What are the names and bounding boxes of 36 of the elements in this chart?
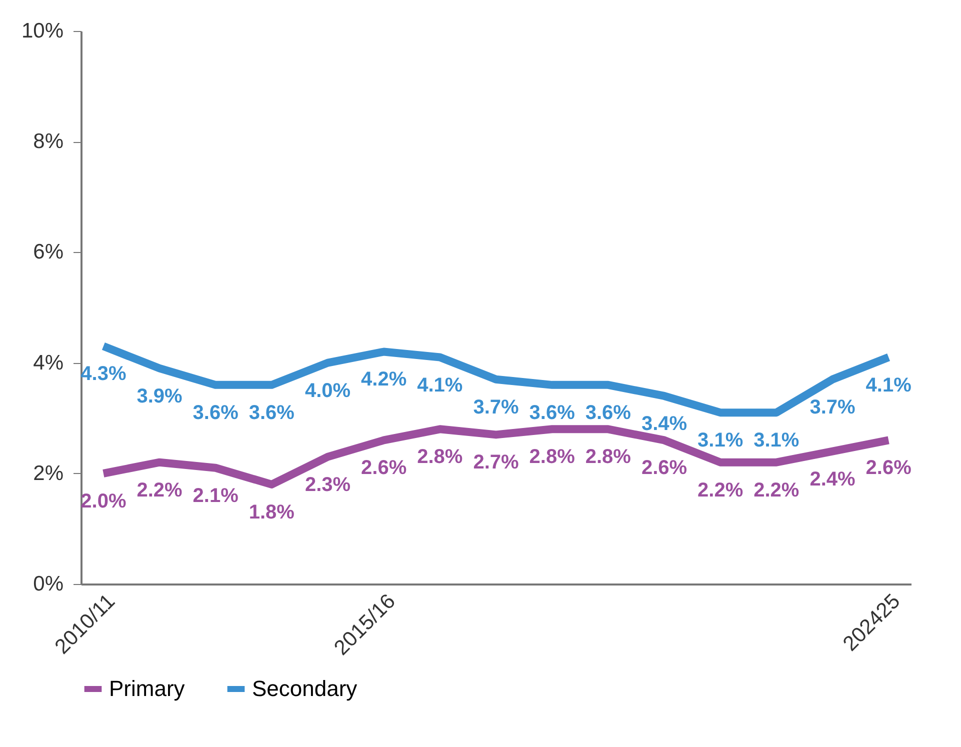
y-tick-label: 10%: [21, 20, 64, 42]
data-label: 4.2%: [361, 368, 407, 391]
y-tick-label: 8%: [33, 130, 64, 154]
data-label: 4.0%: [304, 380, 351, 402]
y-tick-label: 6%: [33, 240, 64, 264]
data-label: 2.6%: [641, 457, 688, 480]
data-label: 3.6%: [248, 402, 295, 424]
data-label: 3.7%: [810, 396, 856, 418]
data-label: 2.8%: [417, 446, 463, 468]
data-label: 3.4%: [641, 412, 688, 435]
data-label: 3.7%: [473, 396, 520, 418]
data-label: 2.6%: [866, 457, 912, 480]
data-label: 2.2%: [754, 479, 800, 502]
data-label: 4.1%: [866, 374, 912, 396]
data-label: 3.6%: [529, 402, 576, 424]
data-label: 2.8%: [585, 446, 632, 468]
data-label: 3.9%: [136, 385, 183, 408]
data-label: 2.6%: [361, 457, 407, 480]
data-label: 2.4%: [810, 468, 856, 490]
data-label: 2.3%: [304, 474, 351, 496]
data-label: 2.2%: [136, 479, 183, 502]
y-tick-label: 4%: [33, 351, 64, 374]
y-tick-label: 2%: [33, 462, 64, 485]
data-label: 2.8%: [529, 446, 576, 468]
data-label: 3.6%: [192, 402, 239, 424]
data-label: 3.1%: [754, 430, 800, 452]
data-label: 2.7%: [473, 452, 520, 474]
legend-label: Secondary: [252, 676, 358, 701]
y-tick-label: 0%: [33, 572, 64, 596]
data-label: 2.1%: [192, 484, 239, 507]
data-label: 3.1%: [698, 430, 744, 452]
data-label: 1.8%: [248, 501, 295, 524]
legend-label: Primary: [109, 676, 185, 701]
data-label: 2.2%: [698, 479, 744, 502]
data-label: 4.1%: [417, 374, 463, 396]
data-label: 3.6%: [585, 402, 632, 424]
